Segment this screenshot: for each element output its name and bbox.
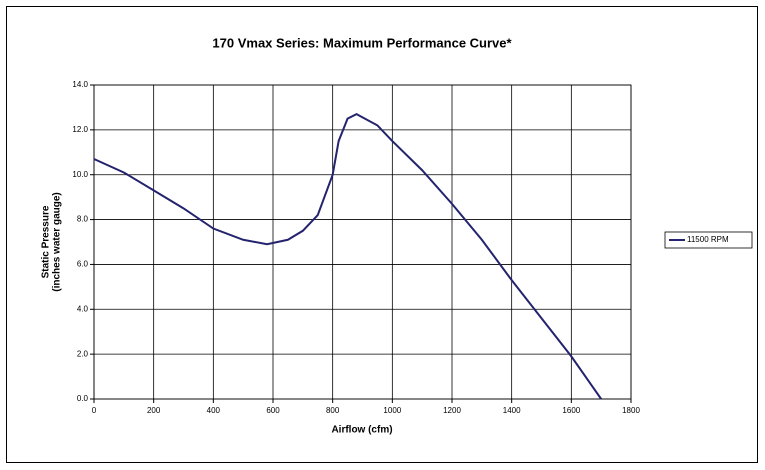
y-tick-label: 0.0 xyxy=(77,394,89,403)
y-tick-label: 12.0 xyxy=(72,125,88,134)
x-tick-label: 1000 xyxy=(383,406,401,415)
y-tick-label: 6.0 xyxy=(77,260,89,269)
y-tick-label: 14.0 xyxy=(72,80,88,89)
x-tick-label: 200 xyxy=(147,406,161,415)
y-tick-label: 2.0 xyxy=(77,349,89,358)
x-tick-label: 1200 xyxy=(443,406,461,415)
x-tick-label: 1600 xyxy=(562,406,580,415)
legend-box xyxy=(664,231,753,249)
x-tick-label: 1800 xyxy=(622,406,640,415)
y-tick-label: 4.0 xyxy=(77,304,89,313)
line-series xyxy=(93,113,602,400)
legend-label: 11500 RPM xyxy=(687,235,729,244)
y-tick-label: 10.0 xyxy=(72,170,88,179)
x-tick-label: 1400 xyxy=(503,406,521,415)
y-axis-label: Static Pressure xyxy=(41,205,52,278)
x-axis-label: Airflow (cfm) xyxy=(331,425,392,436)
y-axis-label: (inches water gauge) xyxy=(52,192,63,291)
plot-area xyxy=(93,84,632,400)
y-tick-label: 8.0 xyxy=(77,215,89,224)
x-tick-label: 800 xyxy=(326,406,340,415)
x-tick-label: 0 xyxy=(92,406,97,415)
chart-title: 170 Vmax Series: Maximum Performance Cur… xyxy=(212,35,512,50)
x-tick-label: 400 xyxy=(207,406,221,415)
x-tick-label: 600 xyxy=(266,406,280,415)
